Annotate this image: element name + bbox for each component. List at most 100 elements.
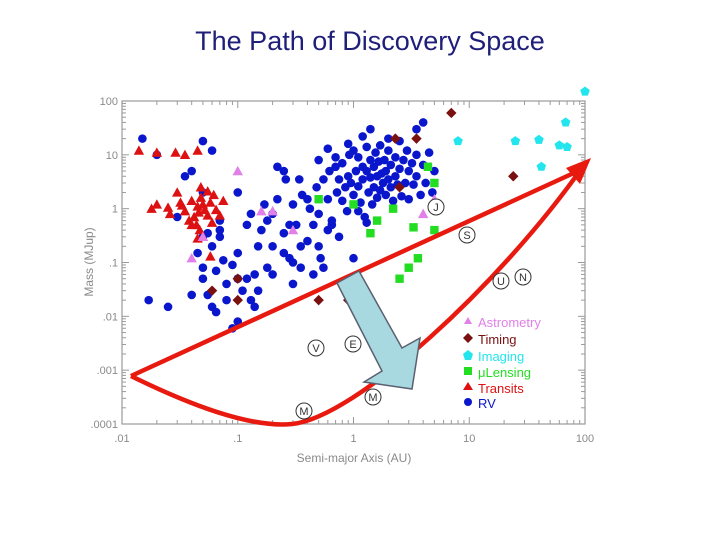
data-point-rv: [296, 241, 306, 251]
y-tick-label: .001: [97, 365, 118, 377]
data-point-rv: [391, 152, 400, 162]
data-point-rv: [366, 155, 375, 165]
data-point-rv: [362, 142, 371, 152]
data-point-transits: [192, 145, 203, 155]
data-point-imaging: [510, 136, 521, 146]
data-point-transits: [205, 197, 216, 207]
data-point-rv: [222, 279, 231, 289]
x-tick-label: .1: [233, 433, 242, 445]
x-tick-label: .01: [114, 433, 129, 445]
data-point-lensing: [388, 204, 398, 213]
data-point-transits: [170, 147, 181, 157]
data-point-rv: [281, 175, 291, 184]
legend-rv-marker: [464, 398, 472, 406]
data-point-rv: [430, 166, 439, 176]
data-point-rv: [285, 220, 294, 230]
data-point-transits: [179, 149, 191, 160]
data-point-rv: [366, 173, 375, 182]
data-point-rv: [409, 180, 418, 189]
planet-jupiter-label: J: [433, 202, 439, 214]
data-point-rv: [367, 200, 377, 209]
data-point-rv: [215, 225, 225, 235]
data-point-rv: [331, 162, 340, 172]
data-point-rv: [250, 270, 259, 279]
y-axis-title: Mass (MJup): [82, 227, 96, 296]
data-point-rv: [296, 263, 306, 273]
data-point-rv: [346, 178, 356, 188]
data-point-rv: [323, 144, 333, 153]
data-point-rv: [319, 175, 328, 184]
data-point-rv: [371, 148, 380, 157]
data-point-rv: [334, 175, 344, 184]
data-point-rv: [198, 274, 208, 284]
data-point-rv: [222, 295, 231, 305]
data-point-rv: [198, 136, 208, 146]
data-point-rv: [386, 160, 396, 170]
y-tick-label: .1: [109, 258, 118, 270]
planet-saturn-marker: [458, 226, 476, 244]
data-point-rv: [353, 206, 363, 216]
planet-mars-marker: [364, 388, 382, 406]
data-point-imaging: [580, 86, 590, 96]
data-point-rv: [262, 263, 272, 273]
data-point-rv: [163, 302, 173, 312]
data-point-rv: [386, 182, 396, 192]
data-point-rv: [314, 155, 323, 165]
data-point-astrometry: [256, 205, 267, 216]
data-point-transits: [172, 187, 183, 197]
data-point-rv: [215, 232, 225, 242]
legend-timing-label: Timing: [478, 332, 517, 347]
data-point-rv: [331, 152, 340, 162]
data-point-rv: [207, 241, 217, 251]
data-point-rv: [288, 279, 298, 289]
planet-venus-marker: [307, 339, 325, 357]
data-point-transits: [202, 210, 213, 220]
data-point-astrometry: [232, 165, 243, 176]
data-point-rv: [228, 260, 237, 270]
data-point-astrometry: [186, 253, 197, 263]
data-point-timing: [206, 285, 218, 296]
data-point-transits: [176, 200, 188, 210]
data-point-rv: [343, 139, 353, 149]
legend-transits-label: Transits: [478, 381, 524, 396]
data-point-rv: [358, 132, 367, 141]
data-point-rv: [327, 220, 337, 230]
data-point-timing: [411, 133, 422, 144]
data-point-rv: [412, 124, 421, 134]
data-point-lensing: [430, 178, 439, 188]
data-point-rv: [279, 248, 289, 258]
data-point-rv: [384, 146, 393, 155]
data-point-timing: [446, 107, 457, 119]
data-point-lensing: [404, 263, 413, 272]
data-point-rv: [334, 232, 344, 242]
data-point-transits: [195, 182, 207, 192]
planet-earth-label: E: [349, 339, 356, 351]
planet-earth-marker: [344, 335, 362, 353]
data-point-rv: [337, 196, 347, 206]
data-point-rv: [358, 175, 367, 184]
data-point-rv: [428, 188, 437, 197]
data-point-rv: [262, 216, 272, 225]
data-point-imaging: [562, 142, 572, 151]
data-point-rv: [400, 178, 410, 188]
data-point-rv: [257, 225, 266, 235]
data-point-rv: [233, 188, 243, 197]
data-point-rv: [172, 212, 182, 222]
data-point-rv: [404, 194, 414, 204]
y-tick-label: 10: [106, 150, 118, 162]
data-point-rv: [325, 166, 334, 176]
data-point-transits: [208, 189, 219, 200]
data-point-imaging: [554, 140, 565, 150]
y-tick-label: .0001: [90, 419, 118, 431]
data-point-rv: [418, 118, 428, 127]
data-point-transits: [164, 208, 176, 219]
x-axis-title: Semi-major Axis (AU): [297, 451, 412, 465]
legend-imaging-label: Imaging: [478, 349, 524, 364]
data-point-rv: [356, 198, 365, 207]
data-point-rv: [397, 191, 406, 201]
data-point-imaging: [534, 134, 544, 144]
data-point-rv: [314, 241, 323, 251]
x-tick-label: 100: [576, 433, 594, 445]
planet-uranus-label: U: [497, 276, 505, 288]
